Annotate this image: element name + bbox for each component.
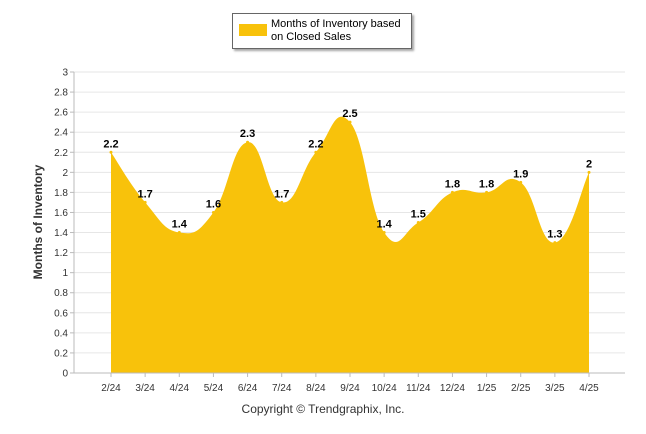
x-tick-label: 11/24 (406, 383, 431, 394)
series-area-path (111, 116, 589, 373)
y-tick-label: 1.8 (54, 188, 68, 199)
data-label: 1.5 (411, 209, 426, 221)
y-tick-label: 2 (62, 168, 68, 179)
legend-swatch (239, 24, 267, 36)
legend-label: Months of Inventory based on Closed Sale… (271, 18, 401, 43)
data-point (416, 221, 420, 224)
y-tick-label: 0.4 (54, 328, 68, 339)
data-labels: 2.2 1.7 1.4 1.6 2.3 1.7 2.2 2.5 1.4 1.5 1.8 1.8 1.9 1… (103, 108, 592, 240)
x-tick-label: 12/24 (440, 383, 465, 394)
data-label: 2.2 (308, 138, 323, 150)
data-label: 1.7 (274, 188, 289, 200)
x-tick-label: 9/24 (340, 383, 360, 394)
data-point (246, 140, 250, 144)
data-label: 1.4 (376, 219, 392, 231)
series-area (109, 116, 591, 373)
y-tick-label: 2.4 (54, 128, 68, 139)
data-label: 1.3 (547, 229, 562, 241)
data-point (314, 150, 318, 154)
x-tick-label: 4/24 (170, 383, 190, 394)
data-point (280, 200, 284, 204)
data-label: 2 (586, 158, 592, 170)
data-point (211, 210, 215, 214)
data-label: 2.2 (103, 138, 118, 150)
x-tick-label: 2/24 (101, 383, 121, 394)
x-tick-label: 2/25 (511, 383, 531, 394)
y-tick-label: 1.2 (54, 248, 68, 259)
y-tick-label: 0 (62, 369, 68, 380)
data-point (382, 231, 386, 235)
axes: 0 0.2 0.4 0.6 0.8 1 1.2 1.4 1.6 1.8 2 2.2 2.4 2.6 2.8 3… (54, 68, 625, 394)
x-tick-label: 8/24 (306, 383, 326, 394)
data-point (177, 231, 181, 235)
data-point (450, 190, 454, 194)
data-label: 1.6 (206, 198, 221, 210)
x-tick-label: 6/24 (238, 383, 258, 394)
data-point (109, 150, 113, 154)
y-tick-label: 1.6 (54, 208, 68, 219)
data-label: 1.8 (445, 178, 460, 190)
y-tick-label: 0.2 (54, 348, 68, 359)
x-tick-label: 4/25 (579, 383, 599, 394)
legend: Months of Inventory based on Closed Sale… (232, 13, 412, 49)
data-point (485, 190, 489, 194)
x-tick-label: 10/24 (372, 383, 397, 394)
x-tick-label: 3/25 (545, 383, 565, 394)
y-tick-label: 2.8 (54, 88, 68, 99)
data-label: 1.8 (479, 178, 494, 190)
y-axis-title: Months of Inventory (31, 164, 45, 279)
copyright: Copyright © Trendgraphix, Inc. (241, 402, 405, 416)
data-label: 1.7 (137, 188, 152, 200)
data-label: 1.4 (172, 219, 188, 231)
y-tick-label: 3 (62, 68, 68, 79)
y-tick-label: 2.2 (54, 148, 68, 159)
y-tick-label: 1.4 (54, 228, 68, 239)
data-point (143, 200, 147, 204)
data-point (553, 241, 557, 245)
x-tick-label: 7/24 (272, 383, 292, 394)
data-point (519, 180, 523, 184)
y-tick-label: 2.6 (54, 108, 68, 119)
data-point (348, 120, 352, 124)
x-tick-label: 3/24 (135, 383, 155, 394)
data-label: 2.5 (342, 108, 357, 120)
y-tick-label: 0.8 (54, 288, 68, 299)
y-tick-label: 0.6 (54, 308, 68, 319)
data-label: 2.3 (240, 128, 255, 140)
x-tick-label: 5/24 (204, 383, 224, 394)
data-label: 1.9 (513, 168, 528, 180)
x-tick-label: 1/25 (477, 383, 497, 394)
data-point (587, 170, 591, 174)
y-tick-label: 1 (62, 268, 68, 279)
